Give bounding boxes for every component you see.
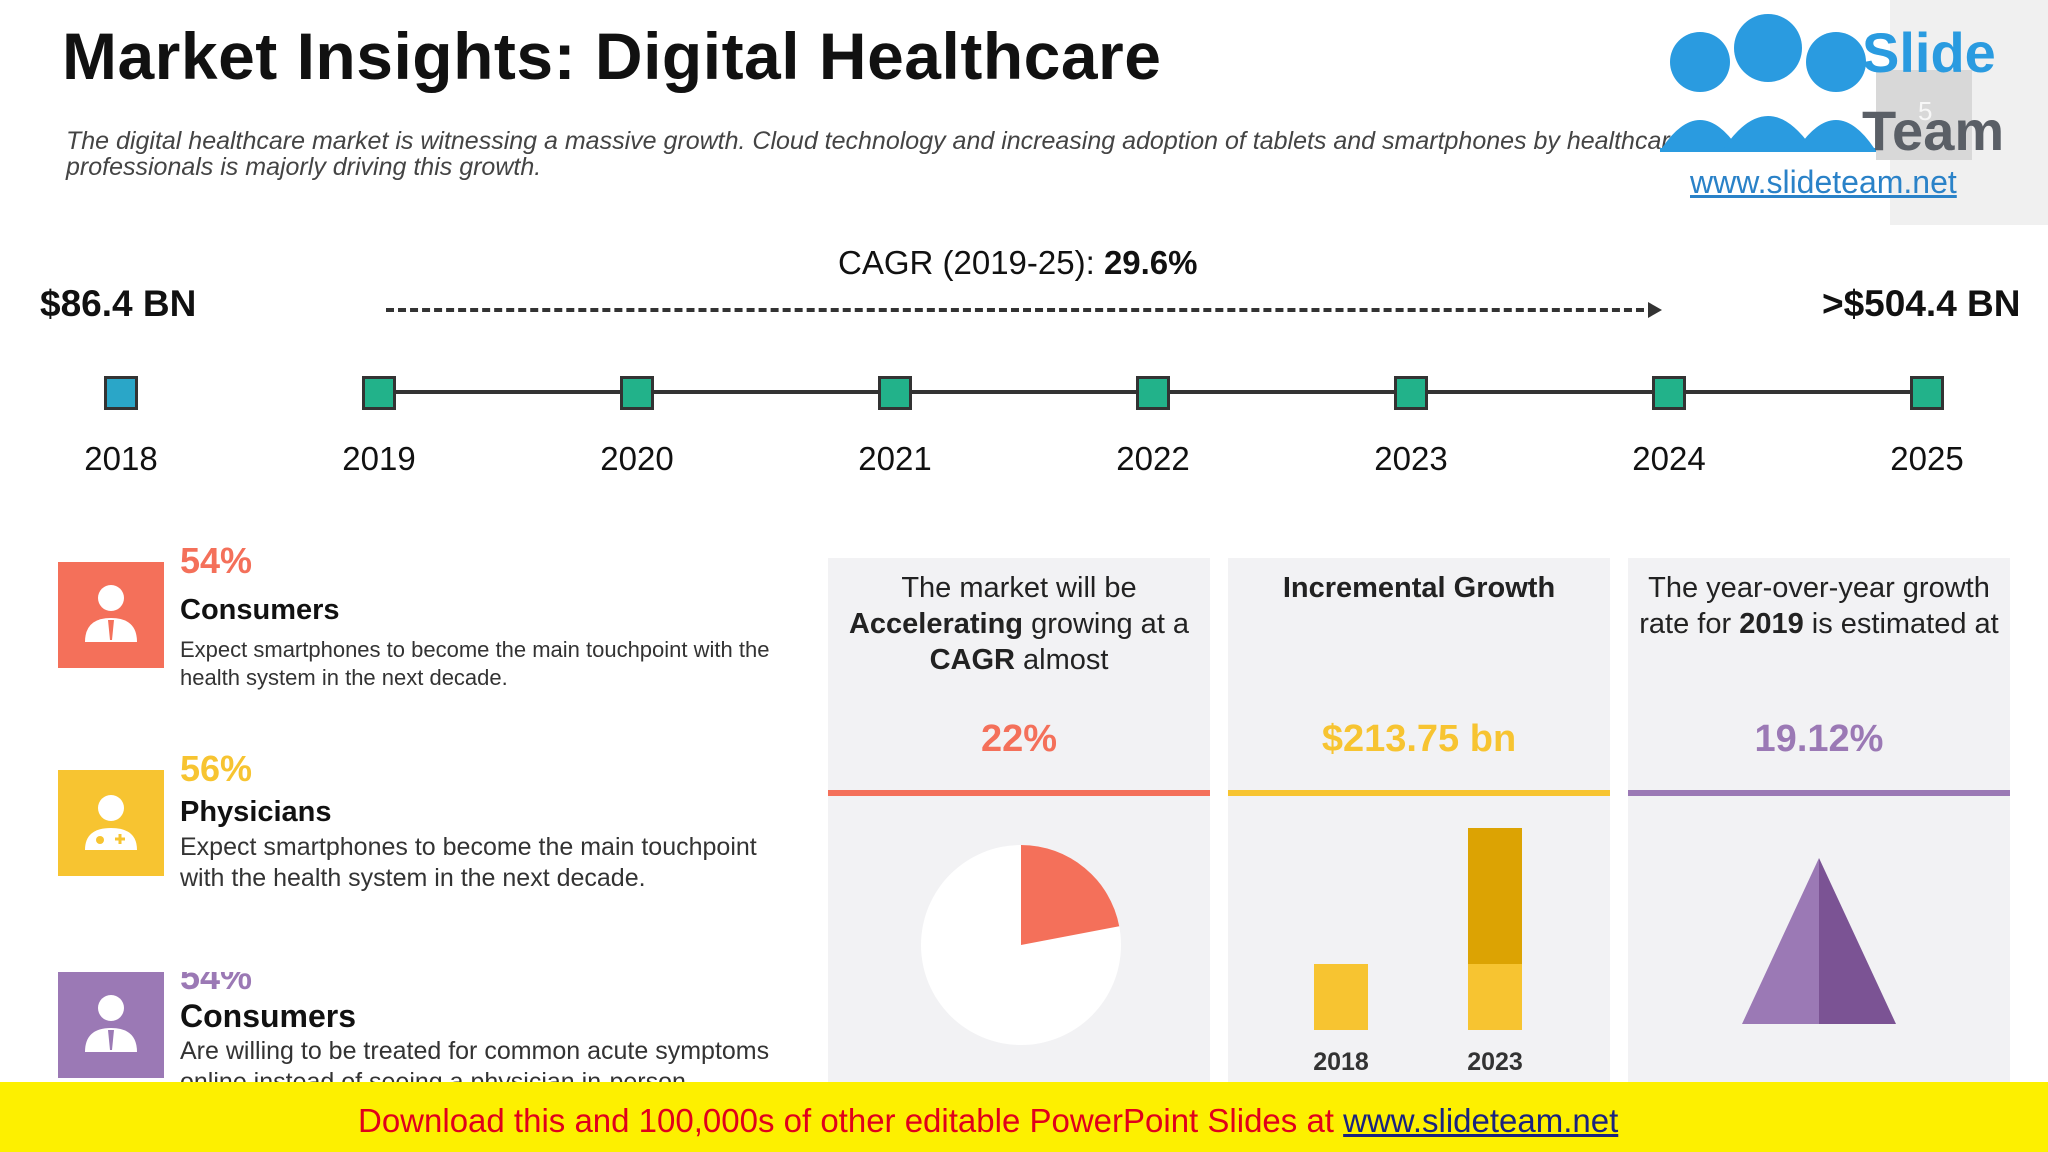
page-title: Market Insights: Digital Healthcare xyxy=(62,19,1162,93)
timeline-year: 2022 xyxy=(1116,440,1190,477)
stat-label: Consumers xyxy=(180,594,340,626)
card-heading: The market will be Accelerating growing … xyxy=(848,572,1190,676)
stat-label: Physicians xyxy=(180,796,332,828)
bar-2018 xyxy=(1314,964,1368,1030)
stat-percent: 56% xyxy=(180,748,253,789)
download-banner-text: Download this and 100,000s of other edit… xyxy=(358,1102,1619,1139)
timeline-node xyxy=(362,376,396,410)
stat-physicians-touchpoint: 56% Physicians Expect smartphones to bec… xyxy=(58,748,788,920)
timeline-node xyxy=(1136,376,1170,410)
slideteam-logo xyxy=(1640,0,2048,225)
logo-people-icon xyxy=(1660,0,2048,225)
timeline-year: 2024 xyxy=(1632,440,1706,477)
timeline-year: 2020 xyxy=(600,440,674,477)
card-divider xyxy=(828,790,1210,796)
stat-description: Expect smartphones to become the main to… xyxy=(180,833,757,892)
arrow-head-icon xyxy=(1648,302,1662,318)
cagr-dashed-arrow xyxy=(386,308,1656,312)
card-incremental-growth: Incremental Growth $213.75 bn 2018 2023 xyxy=(1228,558,1610,1082)
consumer-icon xyxy=(58,972,164,1078)
card-yoy-growth: The year-over-year growth rate for 2019 … xyxy=(1628,558,2010,1082)
pyramid-icon xyxy=(1742,858,1896,1024)
stat-consumers-touchpoint: 54% Consumers Expect smartphones to beco… xyxy=(58,540,788,712)
logo-url-link[interactable]: www.slideteam.net xyxy=(1690,164,1957,200)
cagr-label: CAGR (2019-25): xyxy=(838,244,1104,281)
card-divider xyxy=(1228,790,1610,796)
card-value: $213.75 bn xyxy=(1321,718,1517,760)
market-start-value: $86.4 BN xyxy=(40,283,197,324)
stat-percent: 54% xyxy=(180,540,253,581)
timeline-year: 2021 xyxy=(858,440,932,477)
timeline-year: 2018 xyxy=(84,440,158,477)
pie-slice-cagr xyxy=(1021,845,1120,945)
cagr-value: 29.6% xyxy=(1103,244,1198,281)
card-value: 19.12% xyxy=(1754,718,1884,760)
timeline-year: 2025 xyxy=(1890,440,1964,477)
bar-2023-increment xyxy=(1468,828,1522,964)
timeline-node xyxy=(620,376,654,410)
page-number: 5 xyxy=(1918,96,1933,126)
bar-2023-base xyxy=(1468,964,1522,1030)
card-accelerating-cagr: The market will be Accelerating growing … xyxy=(828,558,1210,1082)
bar-label-2018: 2018 xyxy=(1313,1048,1369,1076)
physician-icon xyxy=(58,770,164,876)
market-end-value: >$504.4 BN xyxy=(1822,283,2021,324)
cagr-pie-chart xyxy=(921,845,1121,1045)
stat-label: Consumers xyxy=(180,998,357,1034)
timeline-year: 2019 xyxy=(342,440,416,477)
timeline-node xyxy=(1652,376,1686,410)
timeline-node xyxy=(1910,376,1944,410)
growth-bar-chart: 2018 2023 xyxy=(1313,828,1523,1076)
logo-word-team: Team xyxy=(1862,99,2005,162)
timeline-node xyxy=(1394,376,1428,410)
timeline-node xyxy=(878,376,912,410)
page-subtitle: The digital healthcare market is witness… xyxy=(66,127,1684,181)
download-banner xyxy=(0,1082,2048,1152)
consumer-icon xyxy=(58,562,164,668)
card-heading: Incremental Growth xyxy=(1282,572,1556,604)
bar-label-2023: 2023 xyxy=(1467,1048,1523,1076)
logo-word-slide: Slide xyxy=(1862,21,1996,84)
stat-percent: 54% xyxy=(180,972,253,997)
card-value: 22% xyxy=(980,718,1058,760)
card-heading: The year-over-year growth rate for 2019 … xyxy=(1639,572,1999,640)
timeline-year: 2023 xyxy=(1374,440,1448,477)
cagr-caption: CAGR (2019-25): 29.6% xyxy=(838,244,1198,282)
card-divider xyxy=(1628,790,2010,796)
download-link[interactable]: www.slideteam.net xyxy=(1343,1102,1619,1139)
timeline-node xyxy=(104,376,138,410)
stat-description: Expect smartphones to become the main to… xyxy=(180,637,770,690)
stat-description: Are willing to be treated for common acu… xyxy=(180,1037,770,1082)
stat-consumers-online: 54% Consumers Are willing to be treated … xyxy=(58,972,788,1082)
